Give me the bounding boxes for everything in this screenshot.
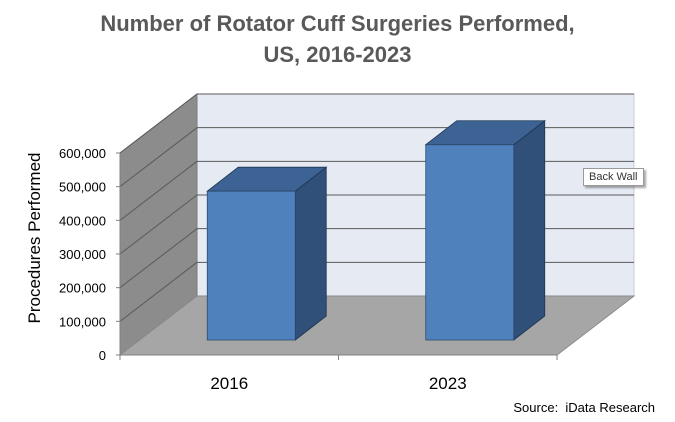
- back-wall-tooltip: Back Wall: [583, 168, 644, 186]
- x-tick-label: 2023: [429, 374, 467, 393]
- bar-front-face: [425, 144, 515, 341]
- y-tick-label: 400,000: [59, 213, 106, 228]
- y-tick-label: 600,000: [59, 146, 106, 161]
- bar-front-face: [206, 190, 296, 341]
- y-tick-label: 100,000: [59, 314, 106, 329]
- gridline-side: [119, 160, 198, 221]
- source-note: Source: iData Research: [513, 400, 655, 415]
- bar-2023: [424, 119, 546, 341]
- gridline-side: [119, 228, 198, 289]
- x-tick-label: 2016: [210, 374, 248, 393]
- gridline-side: [119, 261, 198, 322]
- y-tick-label: 0: [99, 348, 106, 363]
- floor: [118, 295, 636, 356]
- bar-side-face: [294, 166, 327, 341]
- chart-title-line-2: US, 2016-2023: [263, 42, 412, 67]
- chart-title-line-1: Number of Rotator Cuff Surgeries Perform…: [100, 11, 575, 36]
- bar-side-face: [513, 119, 546, 341]
- y-tick-label: 200,000: [59, 281, 106, 296]
- y-tick-label: 300,000: [59, 247, 106, 262]
- y-tick-label: 500,000: [59, 180, 106, 195]
- bar-2016: [206, 166, 328, 341]
- y-axis-label: Procedures Performed: [25, 152, 44, 323]
- gridline-side: [119, 93, 198, 154]
- chart-title: Number of Rotator Cuff Surgeries Perform…: [0, 8, 675, 70]
- gridline-side: [119, 127, 198, 188]
- gridline-side: [119, 194, 198, 255]
